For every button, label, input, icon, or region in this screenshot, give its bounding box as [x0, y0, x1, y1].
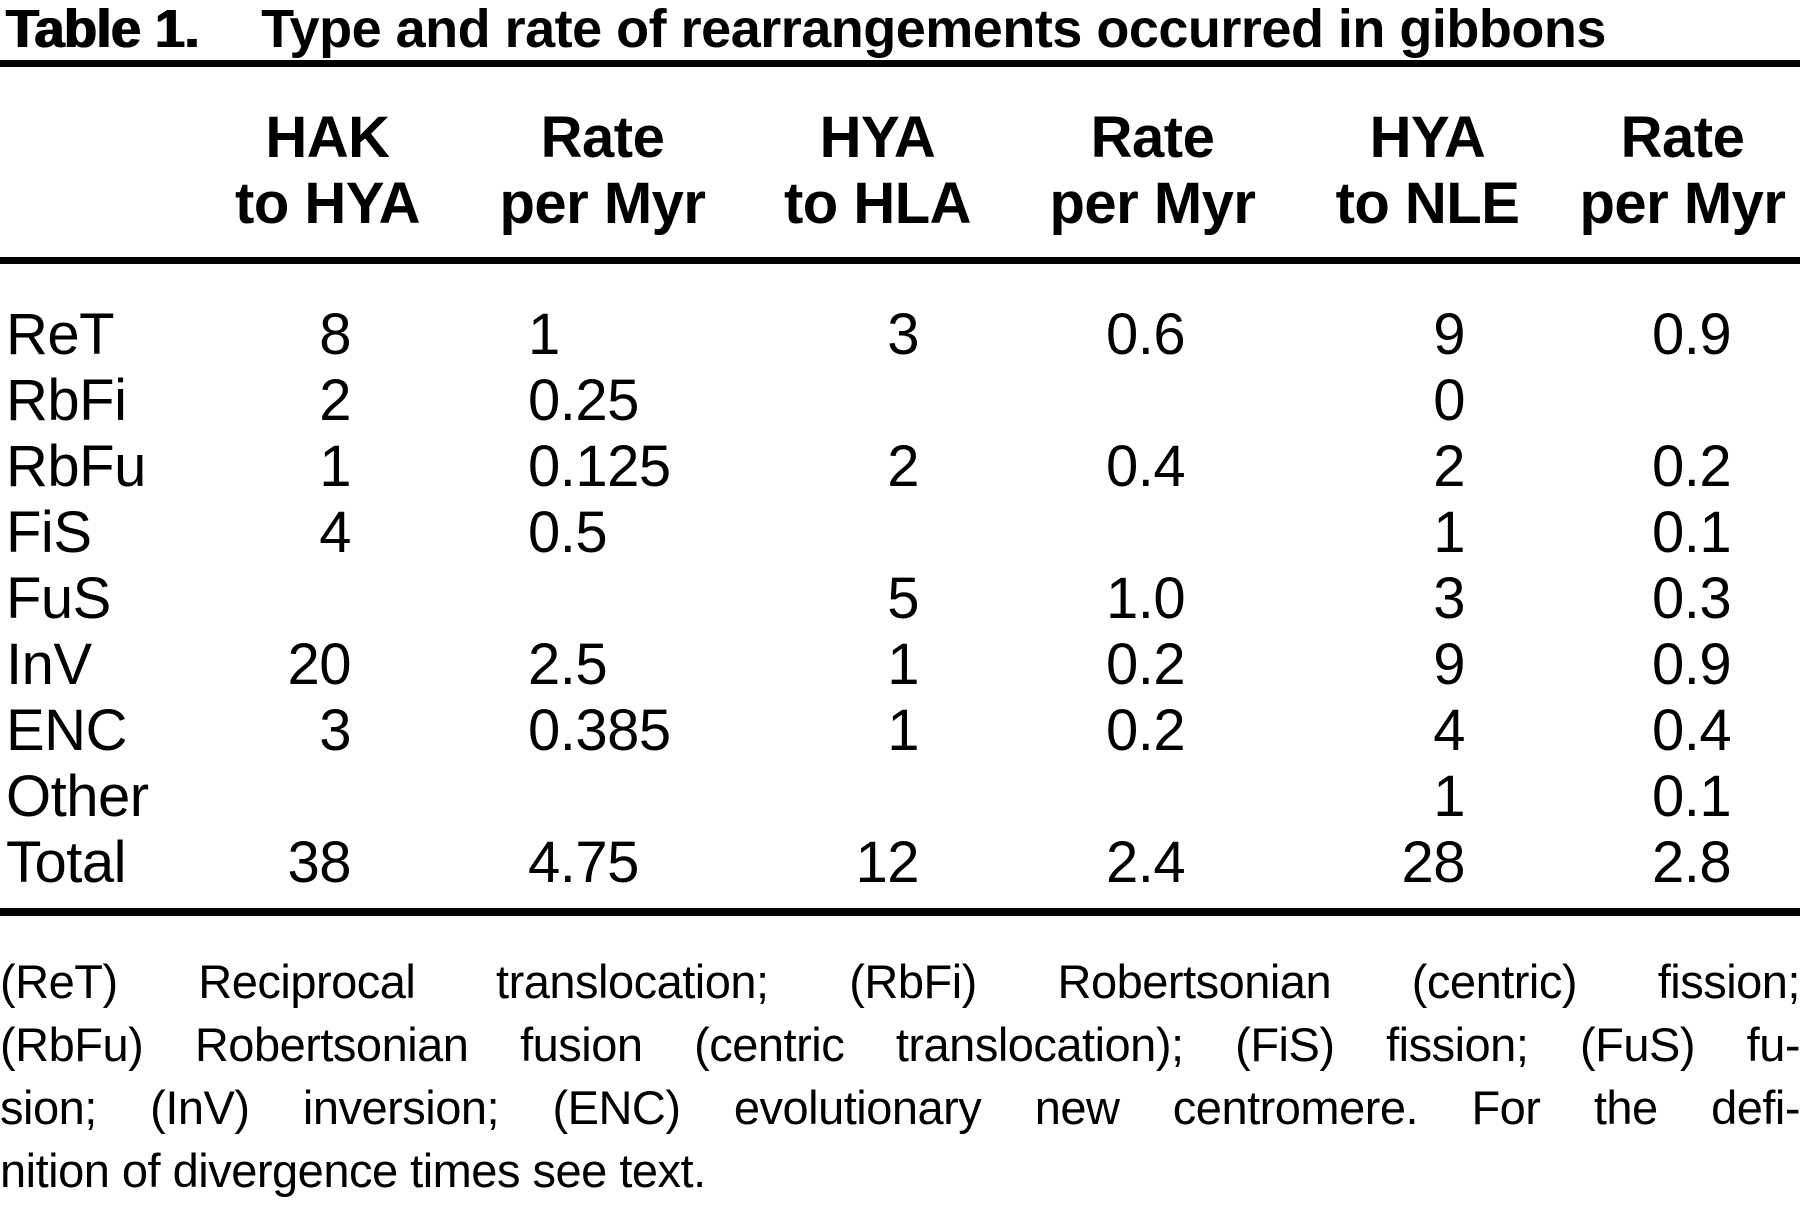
table-row-enc: ENC 3 0.385 1 0.2 4 0.4: [0, 698, 1800, 764]
value-cell: [1015, 368, 1290, 434]
value-cell: [740, 764, 1015, 830]
value-cell: 3: [887, 302, 919, 367]
row-label: InV: [6, 632, 92, 697]
table-row-inv: InV 20 2.5 1 0.2 9 0.9: [0, 632, 1800, 698]
top-rule: [0, 60, 1800, 67]
value-cell: 28: [1401, 830, 1465, 895]
bottom-rule: [0, 908, 1800, 916]
footnote-line: sion; (InV) inversion; (ENC) evolutionar…: [0, 1081, 1800, 1134]
value-cell: 5: [887, 566, 919, 631]
row-label: FiS: [6, 500, 92, 565]
value-cell: 0.9: [1652, 632, 1732, 697]
value-cell: 1: [1433, 764, 1465, 829]
footnote-line: (ReT) Reciprocal translocation; (RbFi) R…: [0, 955, 1800, 1008]
column-header-rate-3: Rate per Myr: [1579, 105, 1786, 236]
value-cell: 0.385: [528, 698, 671, 763]
column-header-hak-to-hya: HAK to HYA: [235, 105, 421, 236]
value-cell: 0.125: [528, 434, 671, 499]
value-cell: 0: [1433, 368, 1465, 433]
value-cell: 4: [1433, 698, 1465, 763]
column-header-hya-to-hla: HYA to HLA: [783, 105, 972, 236]
table-caption: Table 1. Type and rate of rearrangements …: [6, 0, 1606, 58]
table-title-text: Type and rate of rearrangements occurred…: [261, 0, 1606, 59]
value-cell: 9: [1433, 302, 1465, 367]
value-cell: 8: [319, 302, 351, 367]
value-cell: 2: [319, 368, 351, 433]
value-cell: 0.5: [528, 500, 608, 565]
value-cell: 0.2: [1652, 434, 1732, 499]
value-cell: 2: [887, 434, 919, 499]
table-row-ret: ReT 8 1 3 0.6 9 0.9: [0, 261, 1800, 369]
table-row-total: Total 38 4.75 12 2.4 28 2.8: [0, 830, 1800, 896]
value-cell: 1: [1433, 500, 1465, 565]
value-cell: 1: [319, 434, 351, 499]
value-cell: 12: [855, 830, 919, 895]
table-row-other: Other 1 0.1: [0, 764, 1800, 830]
value-cell: 0.6: [1106, 302, 1186, 367]
value-cell: 0.2: [1106, 698, 1186, 763]
value-cell: 0.1: [1652, 764, 1732, 829]
value-cell: [465, 566, 740, 632]
row-label: ENC: [6, 698, 127, 763]
value-cell: [190, 764, 465, 830]
footnote-line: (RbFu) Robertsonian fusion (centric tran…: [0, 1018, 1800, 1071]
table-row-fis: FiS 4 0.5 1 0.1: [0, 500, 1800, 566]
column-header-rate-2: Rate per Myr: [1049, 105, 1256, 236]
value-cell: 0.4: [1106, 434, 1186, 499]
value-cell: 9: [1433, 632, 1465, 697]
table-footnote: (ReT) Reciprocal translocation; (RbFi) R…: [0, 950, 1800, 1202]
value-cell: 2.5: [528, 632, 608, 697]
column-header-hya-to-nle: HYA to NLE: [1335, 105, 1520, 236]
value-cell: 0.9: [1652, 302, 1732, 367]
value-cell: 0.2: [1106, 632, 1186, 697]
row-label: RbFi: [6, 368, 127, 433]
column-header-rate-1: Rate per Myr: [499, 105, 706, 236]
value-cell: 1.0: [1106, 566, 1186, 631]
value-cell: 3: [319, 698, 351, 763]
header-row: HAK to HYA Rate per Myr HYA to HLA Rate …: [0, 67, 1800, 261]
value-cell: 4.75: [528, 830, 639, 895]
value-cell: [1015, 764, 1290, 830]
value-cell: 0.4: [1652, 698, 1732, 763]
value-cell: 0.3: [1652, 566, 1732, 631]
value-cell: [1015, 500, 1290, 566]
value-cell: [465, 764, 740, 830]
value-cell: 1: [528, 302, 560, 367]
value-cell: 20: [287, 632, 351, 697]
value-cell: 0.1: [1652, 500, 1732, 565]
value-cell: 1: [887, 698, 919, 763]
column-header-empty: [0, 67, 190, 261]
value-cell: [190, 566, 465, 632]
row-label: Total: [6, 830, 127, 895]
table-row-rbfu: RbFu 1 0.125 2 0.4 2 0.2: [0, 434, 1800, 500]
footnote-line: nition of divergence times see text.: [0, 1144, 706, 1197]
row-label: RbFu: [6, 434, 146, 499]
value-cell: 38: [287, 830, 351, 895]
value-cell: 0.25: [528, 368, 639, 433]
value-cell: [1565, 368, 1800, 434]
row-label: FuS: [6, 566, 111, 631]
table-number: Table 1.: [6, 0, 200, 59]
value-cell: 4: [319, 500, 351, 565]
row-label: Other: [6, 764, 149, 829]
row-label: ReT: [6, 302, 115, 367]
table-row-rbfi: RbFi 2 0.25 0: [0, 368, 1800, 434]
rearrangements-table: HAK to HYA Rate per Myr HYA to HLA Rate …: [0, 67, 1800, 896]
value-cell: [740, 368, 1015, 434]
value-cell: [740, 500, 1015, 566]
table-row-fus: FuS 5 1.0 3 0.3: [0, 566, 1800, 632]
value-cell: 2.8: [1652, 830, 1732, 895]
value-cell: 1: [887, 632, 919, 697]
value-cell: 2: [1433, 434, 1465, 499]
value-cell: 2.4: [1106, 830, 1186, 895]
value-cell: 3: [1433, 566, 1465, 631]
